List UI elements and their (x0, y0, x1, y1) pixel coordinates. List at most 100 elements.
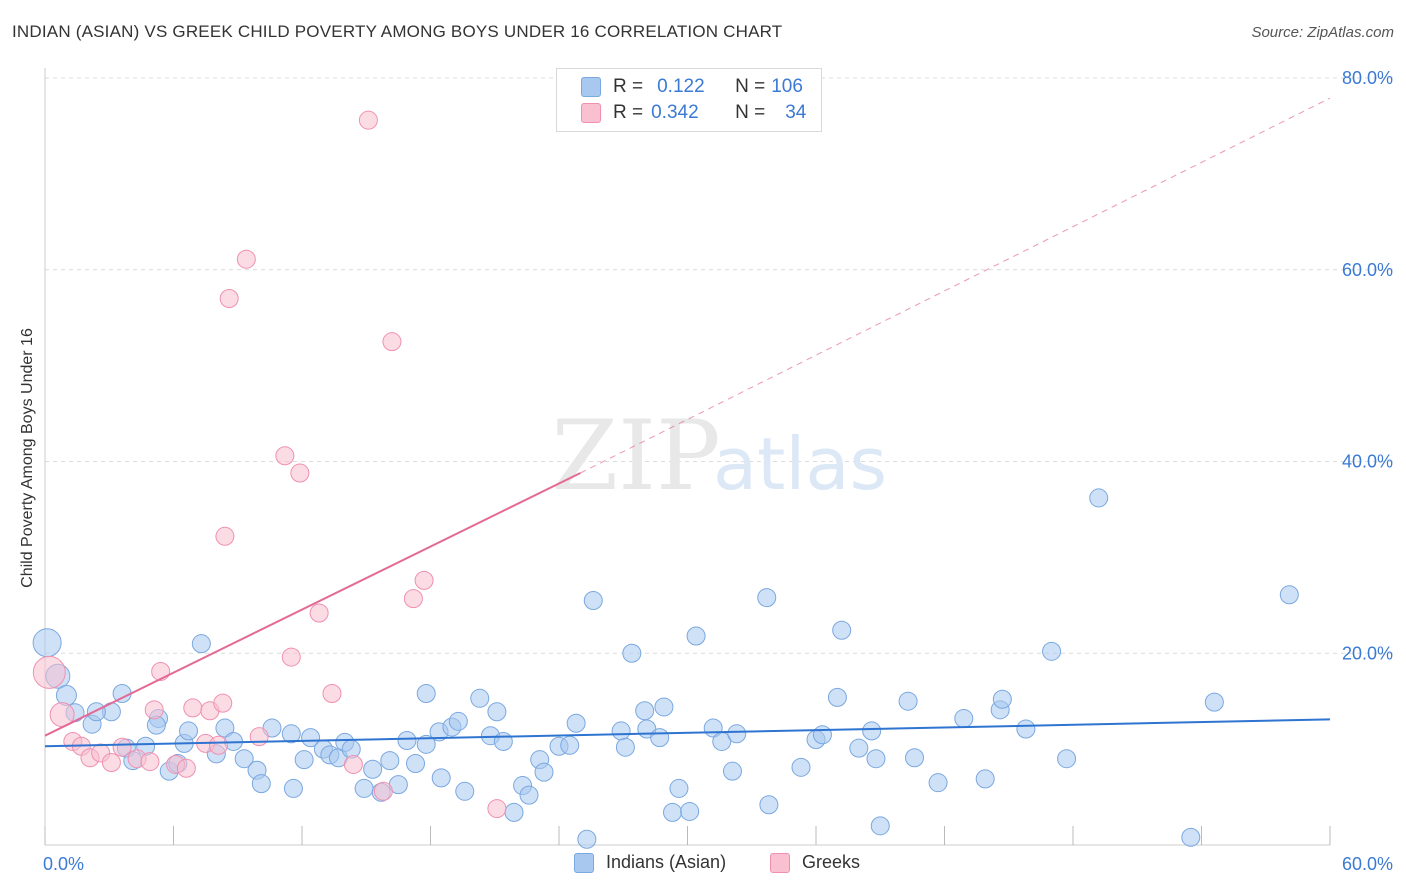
point-indians (849, 738, 869, 758)
point-indians (686, 626, 706, 646)
point-indians (862, 721, 882, 741)
point-indians (1057, 749, 1077, 769)
point-indians (487, 702, 507, 722)
point-greeks (213, 693, 233, 713)
legend-swatch-greeks (770, 852, 790, 873)
point-indians (431, 768, 451, 788)
watermark-zip: ZIP (551, 400, 720, 512)
x-tick-label-max: 60.0% (1342, 854, 1393, 874)
point-indians (32, 628, 62, 658)
y-axis-label: Child Poverty Among Boys Under 16 (19, 328, 36, 588)
gridlines (45, 77, 1395, 654)
point-indians (905, 748, 925, 768)
point-greeks (309, 603, 329, 623)
chart-source: Source: ZipAtlas.com (1251, 24, 1394, 41)
point-indians (992, 689, 1012, 709)
point-indians (866, 749, 886, 769)
legend-r-value: 0.342 (651, 102, 699, 123)
point-indians (416, 684, 436, 704)
point-greeks (373, 781, 393, 801)
legend-label-greeks: Greeks (802, 852, 861, 872)
point-greeks (414, 570, 434, 590)
point-greeks (358, 110, 378, 130)
point-indians (611, 721, 631, 741)
point-greeks (403, 589, 423, 609)
point-greeks (249, 727, 269, 747)
point-indians (534, 762, 554, 782)
chart-title: INDIAN (ASIAN) VS GREEK CHILD POVERTY AM… (12, 22, 783, 41)
point-indians (1181, 827, 1201, 847)
legend-swatch-greeks (581, 103, 601, 123)
point-indians (1042, 641, 1062, 661)
point-greeks (151, 661, 171, 681)
point-greeks (144, 700, 164, 720)
legend-r-label: R = (613, 76, 644, 97)
point-indians (635, 701, 655, 721)
point-indians (283, 778, 303, 798)
y-tick-label: 80.0% (1342, 68, 1393, 88)
point-greeks (219, 289, 239, 309)
legend-n-value: 106 (771, 76, 803, 97)
point-indians (757, 588, 777, 608)
point-indians (954, 708, 974, 728)
point-indians (455, 781, 475, 801)
point-greeks (112, 737, 132, 757)
point-greeks (290, 463, 310, 483)
legend-item-greeks[interactable]: Greeks (770, 852, 860, 873)
point-indians (663, 802, 683, 822)
point-indians (519, 785, 539, 805)
legend-row-indians: R = 0.122 N = 106 (581, 75, 803, 99)
point-indians (215, 718, 235, 738)
point-indians (791, 757, 811, 777)
point-indians (727, 724, 747, 744)
legend-r-value: 0.122 (657, 76, 705, 97)
point-indians (680, 801, 700, 821)
point-greeks (101, 753, 121, 773)
point-greeks (176, 758, 196, 778)
y-tick-label: 60.0% (1342, 260, 1393, 280)
legend-item-indians[interactable]: Indians (Asian) (574, 852, 726, 873)
point-indians (380, 751, 400, 771)
tick-labels: 20.0% 40.0% 60.0% 80.0% 0.0% 60.0% (43, 68, 1393, 874)
trend-lines (44, 97, 1331, 748)
point-greeks (140, 752, 160, 772)
legend-n-value: 34 (785, 102, 807, 123)
point-indians (470, 688, 490, 708)
correlation-legend: R = 0.122 N = 106 R = 0.342 N = 34 (556, 68, 822, 132)
point-indians (928, 773, 948, 793)
point-indians (354, 778, 374, 798)
series-greeks-points (32, 110, 507, 819)
point-greeks (215, 526, 235, 546)
axes (44, 68, 1331, 846)
point-indians (812, 725, 832, 745)
watermark-atlas: atlas (713, 422, 887, 506)
y-tick-label: 20.0% (1342, 643, 1393, 663)
point-indians (615, 737, 635, 757)
point-indians (1089, 488, 1109, 508)
point-indians (493, 731, 513, 751)
point-indians (301, 728, 321, 748)
point-indians (827, 687, 847, 707)
point-indians (504, 802, 524, 822)
point-indians (234, 749, 254, 769)
point-indians (397, 730, 417, 750)
point-indians (870, 816, 890, 836)
point-indians (832, 620, 852, 640)
point-indians (759, 795, 779, 815)
point-indians (560, 735, 580, 755)
point-greeks (183, 698, 203, 718)
legend-r-label: R = (613, 102, 644, 123)
point-indians (583, 591, 603, 611)
watermark: ZIP atlas (551, 400, 887, 512)
legend-row-greeks: R = 0.342 N = 34 (581, 101, 806, 125)
point-indians (577, 829, 597, 849)
point-indians (294, 750, 314, 770)
point-indians (898, 691, 918, 711)
point-indians (416, 734, 436, 754)
legend-swatch-indians (581, 77, 601, 97)
legend-swatch-indians (574, 852, 594, 873)
x-tick-label-min: 0.0% (43, 854, 84, 874)
point-indians (363, 759, 383, 779)
trend-line-greeks-extended (580, 97, 1331, 474)
